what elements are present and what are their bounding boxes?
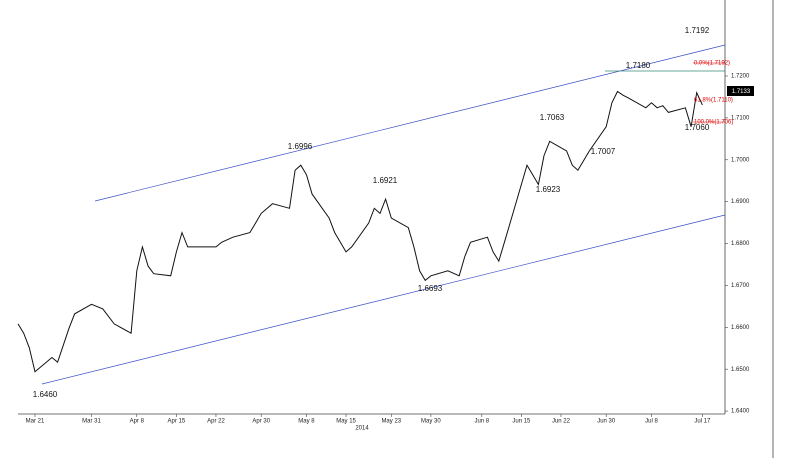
x-tick-label: Apr 15: [168, 419, 186, 425]
y-tick-label: 1.6900: [731, 199, 750, 205]
lower-trend-line: [41, 214, 726, 385]
fib-label: 100.0%(1.706): [694, 120, 733, 126]
price-line: [17, 90, 703, 373]
last-price-label: 1.7133: [732, 89, 751, 95]
x-tick-label: May 30: [421, 419, 441, 425]
price-annotation: 1.6921: [373, 176, 398, 185]
fib-label: 61.8%(1.7110): [694, 98, 733, 104]
price-annotation: 1.6693: [418, 284, 443, 293]
x-tick-label: Jun 8: [474, 419, 489, 425]
y-tick-label: 1.6700: [731, 283, 750, 289]
x-tick-label: Jun 15: [512, 419, 531, 425]
price-annotation: 1.7180: [626, 61, 651, 70]
x-tick-label: Mar 31: [82, 419, 101, 425]
y-tick-label: 1.7200: [731, 74, 750, 80]
x-tick-label: May 8: [298, 419, 315, 425]
price-annotation: 1.6996: [288, 142, 313, 151]
x-tick-label: May 23: [381, 419, 401, 425]
x-tick-label: Mar 21: [26, 419, 45, 425]
price-annotation: 1.7007: [591, 147, 616, 156]
last-price-box: [727, 86, 754, 96]
y-tick-label: 1.7000: [731, 157, 750, 163]
y-tick-label: 1.6800: [731, 241, 750, 247]
price-annotation: 1.7063: [540, 113, 565, 122]
x-period-label: 2014: [355, 426, 369, 432]
y-tick-label: 1.6500: [731, 367, 750, 373]
y-tick-label: 1.7100: [731, 115, 750, 121]
x-tick-label: Apr 8: [130, 419, 145, 425]
x-tick-label: Apr 22: [207, 419, 225, 425]
x-tick-label: Jul 8: [645, 419, 658, 425]
x-tick-label: Jul 17: [694, 419, 711, 425]
y-tick-label: 1.6400: [731, 409, 750, 415]
x-tick-label: Jun 22: [552, 419, 571, 425]
x-tick-label: May 15: [336, 419, 356, 425]
price-annotation: 1.6460: [33, 390, 58, 399]
y-tick-label: 1.6600: [731, 325, 750, 331]
x-tick-label: Apr 30: [252, 419, 270, 425]
price-annotation: 1.6923: [536, 185, 561, 194]
x-tick-label: Jun 30: [597, 419, 616, 425]
fib-label: 0.0%(1.7192): [694, 61, 730, 67]
price-annotation: 1.7192: [685, 26, 710, 35]
price-annotation: 1.7060: [685, 123, 710, 132]
